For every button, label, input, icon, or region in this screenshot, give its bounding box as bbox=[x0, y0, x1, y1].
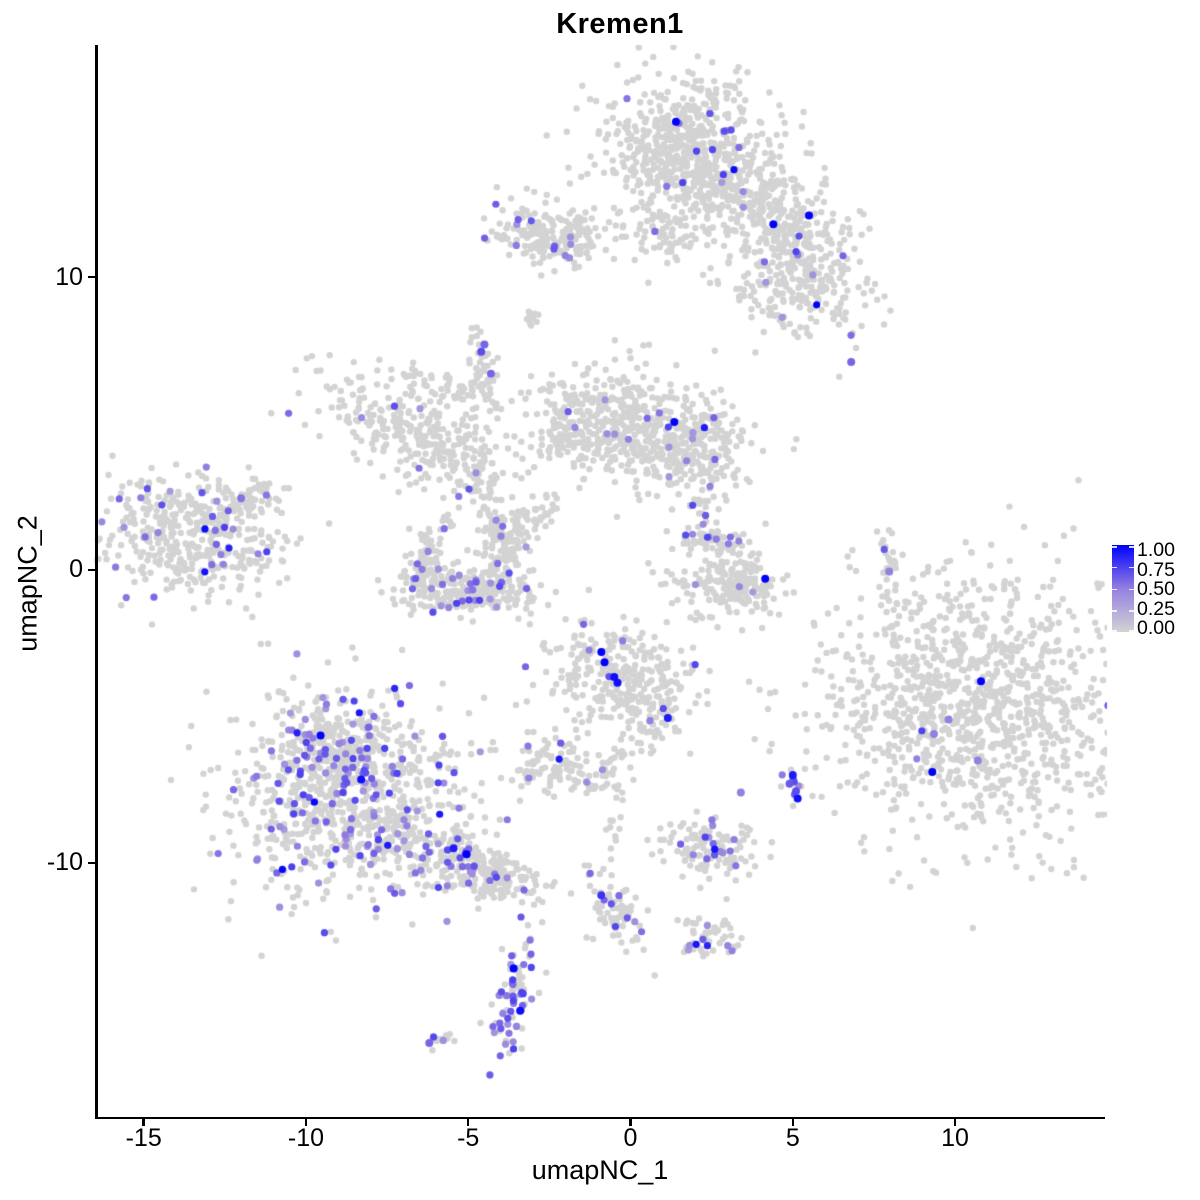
y-tick-label: -10 bbox=[46, 848, 83, 877]
colorbar-gradient bbox=[1112, 545, 1134, 632]
x-axis-line bbox=[95, 1116, 1105, 1120]
colorbar-tick bbox=[1129, 566, 1134, 569]
y-tick-mark bbox=[88, 861, 95, 865]
legend-label: 0.50 bbox=[1137, 578, 1175, 601]
x-tick-label: -10 bbox=[287, 1124, 325, 1152]
x-tick-mark bbox=[467, 1119, 470, 1126]
y-tick-mark bbox=[88, 275, 95, 279]
y-tick-label: 0 bbox=[69, 555, 83, 584]
y-axis-title: umapNC_2 bbox=[12, 515, 43, 652]
y-axis-line bbox=[95, 45, 98, 1119]
colorbar-tick bbox=[1129, 610, 1134, 612]
x-tick-label: -15 bbox=[125, 1124, 162, 1152]
colorbar-tick bbox=[1112, 630, 1117, 632]
plot-title: Kremen1 bbox=[556, 8, 684, 40]
x-tick-mark bbox=[791, 1119, 794, 1126]
colorbar-tick bbox=[1112, 566, 1117, 569]
y-tick-label: 10 bbox=[55, 262, 83, 291]
colorbar-tick bbox=[1112, 588, 1117, 591]
x-tick-label: -5 bbox=[457, 1124, 480, 1152]
x-tick-label: 5 bbox=[785, 1124, 800, 1152]
x-axis-title: umapNC_1 bbox=[531, 1155, 669, 1185]
colorbar-tick bbox=[1129, 588, 1134, 591]
legend-label: 0.75 bbox=[1137, 558, 1175, 581]
x-tick-mark bbox=[953, 1119, 957, 1126]
legend-label: 1.00 bbox=[1137, 539, 1175, 562]
legend-label: 0.00 bbox=[1137, 617, 1175, 640]
colorbar-tick bbox=[1129, 630, 1134, 632]
x-tick-label: 0 bbox=[623, 1124, 638, 1152]
x-tick-mark bbox=[304, 1119, 308, 1126]
y-tick-mark bbox=[88, 568, 95, 572]
colorbar-tick bbox=[1129, 546, 1134, 548]
colorbar-tick bbox=[1112, 610, 1117, 612]
x-tick-mark bbox=[142, 1119, 145, 1126]
legend-label: 0.25 bbox=[1137, 597, 1175, 620]
colorbar-tick bbox=[1112, 546, 1117, 548]
x-tick-label: 10 bbox=[941, 1124, 969, 1152]
x-tick-mark bbox=[629, 1119, 632, 1126]
